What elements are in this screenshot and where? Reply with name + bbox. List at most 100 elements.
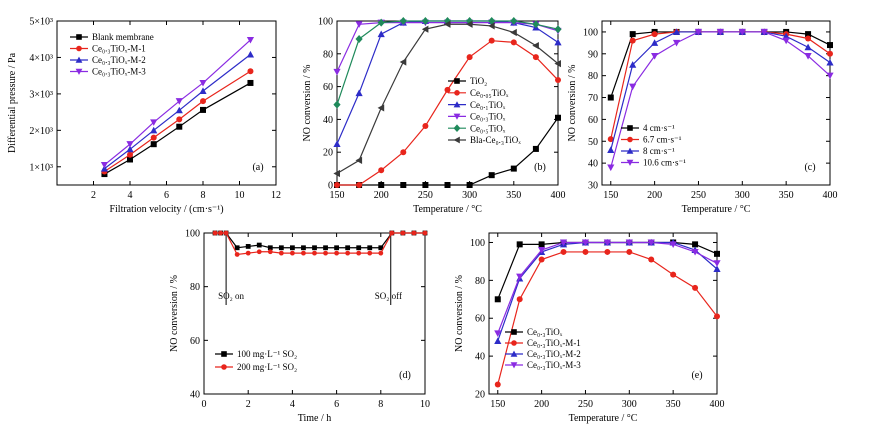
triangle-marker — [175, 106, 183, 114]
x-tick-label: 150 — [603, 190, 618, 201]
series-1 — [101, 79, 254, 178]
square-marker — [267, 245, 273, 251]
series-line — [104, 54, 251, 170]
circle-marker — [827, 50, 833, 57]
x-tick-label: 300 — [735, 190, 750, 201]
triangle-marker — [453, 101, 461, 108]
y-tick-label: 100 — [318, 17, 333, 28]
left-triangle-marker — [421, 25, 429, 33]
left-triangle-marker — [466, 20, 473, 28]
series-1 — [212, 230, 428, 251]
x-axis-label: Filtration velocity / (cm·s⁻¹) — [109, 204, 223, 215]
triangle-down-marker — [453, 113, 461, 120]
diamond-marker — [453, 124, 461, 132]
x-tick-label: 2 — [246, 399, 251, 410]
x-tick-label: 300 — [462, 190, 477, 201]
diamond-marker — [421, 17, 429, 25]
triangle-marker — [246, 50, 255, 58]
triangle-marker — [199, 87, 207, 94]
legend-label: 100 mg·L⁻¹ SO₂ — [237, 349, 297, 359]
y-tick-label: 80 — [588, 71, 598, 82]
triangle-down-marker — [494, 330, 502, 337]
plot-frame — [488, 232, 718, 395]
circle-marker — [444, 86, 451, 93]
square-marker — [176, 123, 183, 130]
circle-marker — [626, 248, 633, 255]
circle-marker — [629, 37, 636, 44]
left-triangle-marker — [333, 169, 340, 178]
y-tick-label: 80 — [323, 49, 333, 60]
circle-marker — [488, 37, 495, 44]
triangle-marker — [150, 126, 158, 134]
diamond-marker — [532, 20, 540, 29]
series-4 — [333, 19, 562, 76]
square-marker — [538, 241, 545, 248]
legend: 100 mg·L⁻¹ SO₂ 200 mg·L⁻¹ SO₂ — [215, 349, 297, 372]
circle-marker — [356, 250, 362, 256]
legend-label: Ce₀.₀₅TiOₓ — [470, 88, 509, 98]
square-marker — [290, 245, 295, 251]
y-tick-label: 60 — [190, 336, 200, 347]
triangle-down-marker — [355, 21, 363, 28]
square-marker — [532, 145, 539, 152]
y-axis-label: NO conversion / % — [302, 65, 313, 142]
y-tick-label: 30 — [588, 181, 598, 192]
x-tick-label: 350 — [779, 190, 794, 201]
circle-marker — [411, 230, 417, 236]
y-tick-label: 60 — [588, 115, 598, 126]
square-marker — [444, 182, 451, 188]
x-tick-label: 200 — [534, 399, 549, 410]
circle-marker — [400, 149, 407, 156]
legend: Ce₀.₃TiOₓCe₀.₃TiOₓ-M-1Ce₀.₃TiOₓ-M-2Ce₀.₃… — [505, 327, 581, 370]
triangle-marker — [804, 43, 812, 51]
triangle-marker — [626, 147, 634, 154]
circle-marker — [494, 381, 501, 388]
legend-label: Ce₀.₁TiOₓ — [470, 100, 506, 110]
triangle-down-marker — [782, 37, 790, 45]
circle-marker — [805, 35, 812, 42]
triangle-down-marker — [826, 72, 834, 80]
x-tick-label: 6 — [334, 399, 339, 410]
legend-label: TiO₂ — [470, 76, 487, 86]
square-marker — [234, 245, 240, 251]
y-tick-label: 50 — [588, 137, 598, 148]
x-tick-label: 400 — [710, 399, 725, 410]
triangle-down-marker — [333, 68, 341, 76]
circle-marker — [692, 284, 699, 291]
diamond-marker — [333, 100, 341, 109]
x-tick-label: 12 — [271, 190, 281, 201]
triangle-marker — [510, 350, 518, 357]
circle-marker — [454, 90, 460, 96]
square-marker — [221, 351, 227, 357]
x-tick-label: 4 — [290, 399, 295, 410]
y-tick-label: 100 — [185, 229, 200, 240]
series-1 — [607, 28, 833, 101]
triangle-marker — [629, 61, 637, 68]
series-4 — [494, 239, 721, 337]
series-line — [215, 232, 425, 256]
diamond-marker — [399, 17, 407, 25]
legend-label: Ce₀.₃TiOₓ-M-1 — [92, 44, 146, 54]
y-tick-label: 2×10³ — [29, 126, 53, 137]
triangle-down-marker — [804, 52, 812, 60]
chart-panel-4: 0 2 4 6 8 10 40 60 80 100 Time / h NO conversion / … — [169, 229, 430, 425]
x-axis-label: Temperature / °C — [682, 204, 751, 215]
series-line — [104, 82, 251, 175]
circle-marker — [511, 340, 517, 346]
triangle-down-marker — [175, 98, 183, 105]
panel-label: (c) — [804, 162, 815, 173]
y-tick-label: 0 — [328, 181, 333, 192]
triangle-marker — [826, 58, 834, 66]
legend-label: 6.7 cm·s⁻¹ — [643, 135, 682, 145]
square-marker — [367, 245, 373, 251]
triangle-down-marker — [629, 83, 637, 91]
x-tick-label: 250 — [418, 190, 433, 201]
triangle-down-marker — [75, 68, 83, 75]
left-triangle-marker — [453, 136, 460, 144]
chart-panel-1: 2 4 6 8 10 12 1×10³ 2×10³ 3×10³ 4×10³ 5×10³ Filtrat… — [7, 17, 281, 216]
triangle-down-marker — [626, 159, 634, 166]
y-tick-label: 100 — [470, 238, 485, 249]
y-axis-label: NO conversion / % — [567, 65, 578, 142]
left-triangle-marker — [510, 28, 517, 37]
x-tick-label: 400 — [823, 190, 838, 201]
